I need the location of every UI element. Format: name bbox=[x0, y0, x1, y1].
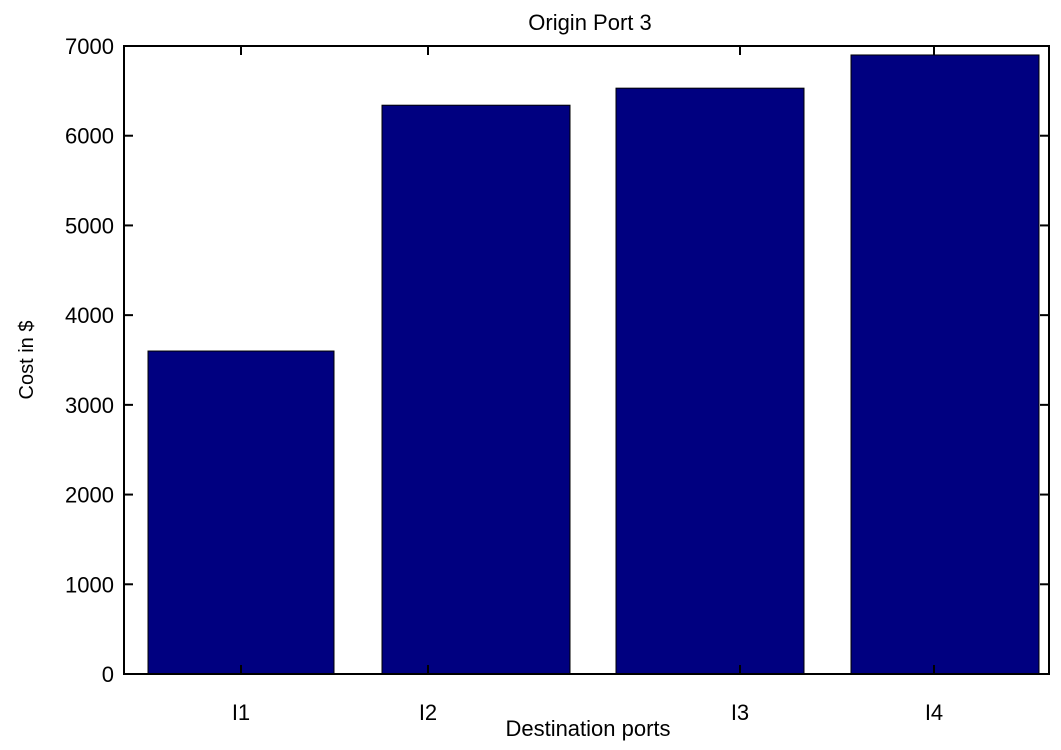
bar-i2 bbox=[381, 104, 571, 675]
bar-i3 bbox=[615, 87, 805, 675]
bar-i1 bbox=[147, 350, 335, 675]
x-tick-label: I3 bbox=[731, 700, 749, 725]
chart-title: Origin Port 3 bbox=[528, 10, 652, 35]
y-tick-label: 7000 bbox=[65, 34, 114, 59]
y-axis-label: Cost in $ bbox=[16, 321, 38, 400]
x-tick-label: I1 bbox=[232, 700, 250, 725]
y-tick-label: 3000 bbox=[65, 393, 114, 418]
y-tick-label: 0 bbox=[102, 662, 114, 687]
plot-frame bbox=[123, 45, 1050, 675]
x-tick-label: I2 bbox=[419, 700, 437, 725]
y-tick-label: 1000 bbox=[65, 572, 114, 597]
y-tick-label: 6000 bbox=[65, 124, 114, 149]
y-tick-label: 5000 bbox=[65, 213, 114, 238]
x-tick-label: I4 bbox=[925, 700, 943, 725]
bars-layer bbox=[147, 54, 1040, 675]
x-axis-label: Destination ports bbox=[505, 716, 670, 741]
bar-i4 bbox=[850, 54, 1040, 675]
axes-layer bbox=[123, 45, 1050, 675]
y-tick-label: 2000 bbox=[65, 483, 114, 508]
y-tick-label: 4000 bbox=[65, 303, 114, 328]
ticks-layer: 0 1000 2000 3000 4000 5000 6000 7000 I1 I2 I3 I4 bbox=[65, 34, 1049, 725]
